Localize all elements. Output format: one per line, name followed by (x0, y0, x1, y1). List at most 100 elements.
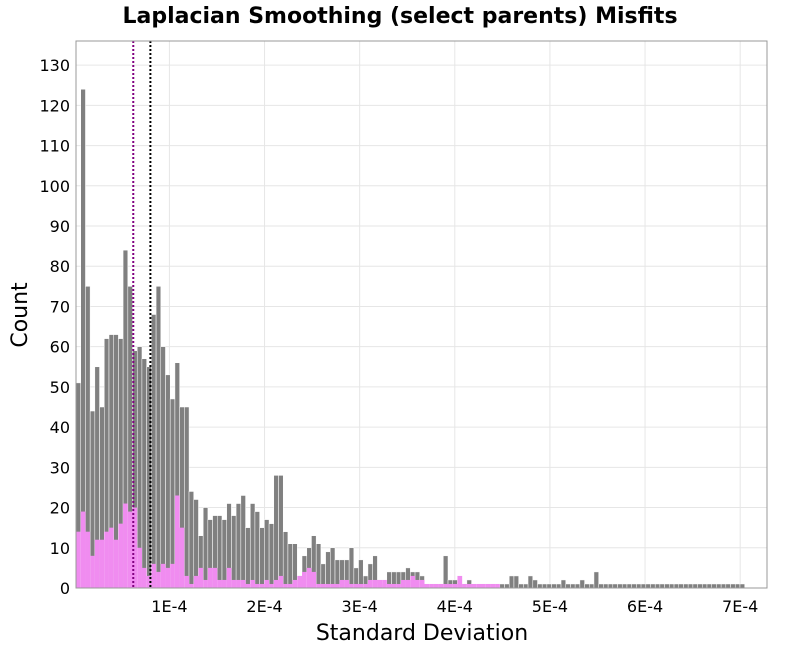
histogram-bar (240, 579, 246, 588)
histogram-bar (245, 527, 251, 589)
histogram-bar (739, 583, 745, 589)
histogram-bar (235, 503, 242, 589)
histogram-bar (203, 579, 208, 588)
histogram-bar (99, 539, 105, 588)
histogram-bar (202, 507, 209, 589)
histogram-bar (669, 583, 675, 589)
histogram-bar (330, 583, 335, 588)
histogram-bar (711, 583, 717, 589)
histogram-bar (325, 551, 331, 589)
histogram-bar (452, 583, 458, 588)
x-tick-label: 2E-4 (246, 597, 282, 616)
histogram-bar (273, 579, 279, 588)
histogram-bar (565, 583, 571, 589)
histogram-bar (424, 583, 430, 588)
histogram-bar (179, 527, 185, 588)
histogram-bar (358, 559, 364, 589)
histogram-bar (518, 583, 524, 589)
histogram-bar (254, 511, 260, 589)
histogram-bar (316, 583, 321, 588)
histogram-bar (207, 567, 213, 588)
histogram-bar (687, 583, 694, 589)
histogram-bar (443, 583, 448, 588)
histogram-bar (457, 575, 463, 588)
y-tick-label: 50 (50, 378, 70, 397)
histogram-bar (151, 314, 157, 589)
histogram-bar (292, 579, 298, 588)
histogram-bar (287, 543, 293, 589)
histogram-bar (268, 523, 275, 589)
chart-title: Laplacian Smoothing (select parents) Mis… (122, 4, 677, 29)
histogram-bar (231, 579, 237, 588)
histogram-bar (617, 583, 623, 589)
histogram-bar (537, 583, 543, 589)
y-tick-label: 120 (39, 96, 70, 115)
histogram-bar (612, 583, 618, 589)
histogram-bar (716, 583, 722, 589)
histogram-bar (334, 559, 340, 589)
y-tick-label: 20 (50, 499, 70, 518)
histogram-bar (546, 583, 552, 589)
histogram-bar (109, 527, 114, 588)
histogram-bar (353, 583, 359, 588)
histogram-bar (443, 555, 449, 589)
pink-series-bars (76, 495, 500, 588)
histogram-bar (325, 583, 331, 588)
histogram-bar (264, 579, 270, 588)
histogram-bar (123, 503, 128, 588)
histogram-bar (579, 579, 585, 589)
histogram-bar (339, 579, 345, 588)
histogram-bar (640, 583, 647, 589)
histogram-bar (621, 583, 628, 589)
histogram-bar (410, 575, 416, 588)
histogram-bar (725, 583, 731, 589)
histogram-bar (236, 579, 241, 588)
histogram-bar (132, 507, 138, 588)
y-tick-label: 10 (50, 539, 70, 558)
y-tick-label: 40 (50, 418, 70, 437)
histogram-bar (358, 583, 364, 588)
histogram-bar (269, 583, 274, 588)
histogram-bar (344, 579, 350, 588)
histogram-bar (466, 583, 472, 588)
histogram-bar (165, 567, 171, 588)
histogram-bar (438, 583, 444, 588)
histogram-bar (678, 583, 684, 589)
histogram-bar (386, 583, 392, 588)
histogram-bar (306, 567, 312, 588)
histogram-bar (335, 583, 340, 588)
histogram-bar (377, 579, 383, 588)
histogram-bar (556, 583, 562, 589)
histogram-bar (720, 583, 727, 589)
histogram-bar (330, 547, 336, 589)
histogram-bar (259, 527, 265, 589)
histogram-bar (278, 475, 284, 589)
histogram-bar (363, 583, 368, 588)
histogram-bar (259, 583, 265, 588)
histogram-bar (593, 571, 599, 589)
histogram-bar (287, 583, 293, 588)
grey-series-bars (75, 89, 745, 589)
grid-lines (76, 41, 767, 589)
histogram-bar (683, 583, 689, 589)
histogram-bar (320, 583, 326, 588)
y-axis-label: Count (8, 282, 33, 348)
x-tick-label: 5E-4 (532, 597, 568, 616)
histogram-bar (673, 583, 680, 589)
histogram-bar (113, 539, 119, 588)
histogram-bar (372, 579, 378, 588)
histogram-bar (193, 575, 199, 588)
x-tick-label: 3E-4 (342, 597, 378, 616)
histogram-bar (250, 503, 256, 589)
histogram-bar (169, 398, 176, 589)
histogram-bar (367, 579, 373, 588)
histogram-bar (282, 531, 289, 589)
histogram-bar (499, 583, 505, 589)
plot-frame (75, 40, 768, 589)
histogram-bar (156, 571, 161, 588)
histogram-bar (297, 575, 303, 588)
histogram-bar (170, 563, 175, 588)
histogram-bar (476, 583, 482, 588)
histogram-bar (151, 563, 157, 588)
histogram-bar (631, 583, 637, 589)
